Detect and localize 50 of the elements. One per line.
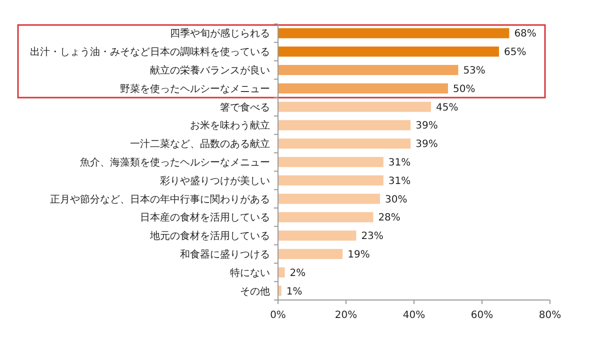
bar xyxy=(278,286,282,296)
data-label: 50% xyxy=(453,84,476,95)
data-label: 19% xyxy=(348,250,370,260)
data-label: 31% xyxy=(388,158,411,168)
bar xyxy=(278,83,448,94)
data-label: 68% xyxy=(514,28,536,40)
y-tick-label: 正月や節分など、日本の年中行事に関わりがある xyxy=(50,193,270,206)
y-tick-label: 地元の食材を活用している xyxy=(149,230,270,242)
x-tick-label: 60% xyxy=(470,310,494,321)
data-label: 45% xyxy=(436,102,458,114)
y-tick-label: 魚介、海藻類を使ったヘルシーなメニュー xyxy=(80,156,270,168)
bar xyxy=(278,120,411,130)
bar xyxy=(278,156,384,168)
data-label: 65% xyxy=(504,47,526,58)
x-tick-label: 40% xyxy=(402,310,426,321)
data-label: 1% xyxy=(286,286,302,298)
data-label: 39% xyxy=(416,120,438,132)
bar xyxy=(278,28,510,38)
y-tick-label: 箸で食べる xyxy=(220,101,270,114)
data-label: 53% xyxy=(463,66,486,76)
y-tick-label: その他 xyxy=(240,285,270,298)
data-label: 39% xyxy=(416,139,438,150)
y-tick-label: 特にない xyxy=(230,266,270,279)
bar xyxy=(278,102,431,112)
bar xyxy=(278,194,380,204)
y-tick-label: 出汁・しょう油・みそなど日本の調味料を使っている xyxy=(30,46,270,58)
data-label: 28% xyxy=(378,212,400,224)
y-tick-label: 四季や旬が感じられる xyxy=(170,28,270,40)
y-tick-label: お米を味わう献立 xyxy=(190,120,270,132)
bar xyxy=(278,46,499,57)
x-tick-label: 20% xyxy=(334,310,358,321)
y-tick-label: 和食器に盛りつける xyxy=(180,248,270,260)
data-label: 30% xyxy=(385,194,408,206)
x-tick-label: 0% xyxy=(270,310,286,321)
bar xyxy=(278,138,411,149)
bar xyxy=(278,230,356,241)
bar xyxy=(278,267,285,278)
bar xyxy=(278,212,374,222)
y-tick-label: 野菜を使ったヘルシーなメニュー xyxy=(120,82,270,95)
y-tick-label: 日本産の食材を活用している xyxy=(140,212,270,224)
x-tick-label: 80% xyxy=(538,310,562,321)
data-label: 31% xyxy=(388,176,411,187)
bar xyxy=(278,248,343,260)
y-tick-label: 献立の栄養バランスが良い xyxy=(150,64,270,76)
data-label: 2% xyxy=(290,268,306,279)
y-tick-label: 一汁二菜など、品数のある献立 xyxy=(130,138,270,150)
data-label: 23% xyxy=(361,231,384,242)
bar xyxy=(278,64,458,76)
y-tick-label: 彩りや盛りつけが美しい xyxy=(160,174,270,187)
bar xyxy=(278,175,384,186)
